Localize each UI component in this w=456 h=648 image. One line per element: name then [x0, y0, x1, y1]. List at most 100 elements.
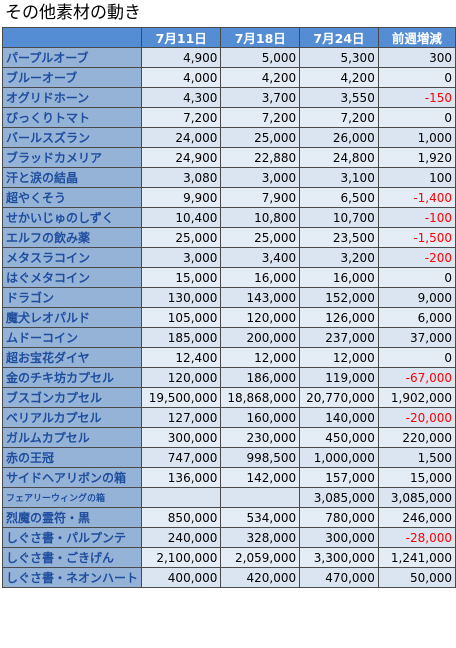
item-name-cell: バールスズラン [1, 127, 143, 148]
price-cell-date-2: 420,000 [220, 567, 301, 588]
weekly-change-cell: -200 [377, 247, 456, 268]
price-cell-date-3: 20,770,000 [299, 387, 379, 408]
item-name-cell: 汗と涙の結晶 [1, 167, 143, 188]
weekly-change-cell: 1,000 [377, 127, 456, 148]
price-cell-date-1: 24,900 [141, 147, 222, 168]
table-row: エルフの飲み薬 25,000 25,000 23,500 -1,500 [1, 227, 456, 248]
price-cell-date-3: 6,500 [299, 187, 379, 208]
price-cell-date-2: 143,000 [220, 287, 301, 308]
price-cell-date-2: 5,000 [220, 47, 301, 68]
price-cell-date-2 [220, 487, 301, 508]
weekly-change-cell: 0 [377, 347, 456, 368]
weekly-change-cell: -28,000 [377, 527, 456, 548]
price-cell-date-1: 127,000 [141, 407, 222, 428]
table-row: サイドヘアリボンの箱 136,000 142,000 157,000 15,000 [1, 467, 456, 488]
item-name-cell: エルフの飲み薬 [1, 227, 143, 248]
item-name-cell: しぐさ書・ネオンハート [1, 567, 143, 588]
weekly-change-cell: 0 [377, 267, 456, 288]
item-name-cell: せかいじゅのしずく [1, 207, 143, 228]
item-name-cell: 金のチキ坊カプセル [1, 367, 143, 388]
header-weekly-change: 前週増減 [377, 27, 456, 48]
price-cell-date-2: 25,000 [220, 227, 301, 248]
table-row: 烈魔の霊符・黒 850,000 534,000 780,000 246,000 [1, 507, 456, 528]
weekly-change-cell: 1,902,000 [377, 387, 456, 408]
price-cell-date-2: 328,000 [220, 527, 301, 548]
price-cell-date-3: 7,200 [299, 107, 379, 128]
weekly-change-cell: 246,000 [377, 507, 456, 528]
weekly-change-cell: 50,000 [377, 567, 456, 588]
table-row: 魔犬レオパルド 105,000 120,000 126,000 6,000 [1, 307, 456, 328]
price-cell-date-1: 4,900 [141, 47, 222, 68]
price-cell-date-3: 3,550 [299, 87, 379, 108]
price-cell-date-1: 2,100,000 [141, 547, 222, 568]
header-row: 7月11日 7月18日 7月24日 前週増減 [1, 27, 456, 48]
price-cell-date-1: 3,000 [141, 247, 222, 268]
table-row: フェアリーウィングの箱 3,085,000 3,085,000 [1, 487, 456, 508]
table-row: 超お宝花ダイヤ 12,400 12,000 12,000 0 [1, 347, 456, 368]
price-cell-date-2: 160,000 [220, 407, 301, 428]
item-name-cell: メタスラコイン [1, 247, 143, 268]
price-cell-date-1: 12,400 [141, 347, 222, 368]
weekly-change-cell: -67,000 [377, 367, 456, 388]
item-name-cell: 赤の王冠 [1, 447, 143, 468]
price-cell-date-3: 126,000 [299, 307, 379, 328]
table-row: ドラゴン 130,000 143,000 152,000 9,000 [1, 287, 456, 308]
price-cell-date-1: 4,300 [141, 87, 222, 108]
price-cell-date-1: 185,000 [141, 327, 222, 348]
price-cell-date-3: 24,800 [299, 147, 379, 168]
price-cell-date-3: 470,000 [299, 567, 379, 588]
price-cell-date-2: 7,900 [220, 187, 301, 208]
weekly-change-cell: 220,000 [377, 427, 456, 448]
price-cell-date-1: 4,000 [141, 67, 222, 88]
weekly-change-cell: 1,241,000 [377, 547, 456, 568]
weekly-change-cell: 100 [377, 167, 456, 188]
price-cell-date-2: 534,000 [220, 507, 301, 528]
item-name-cell: しぐさ書・パルプンテ [1, 527, 143, 548]
price-cell-date-2: 3,400 [220, 247, 301, 268]
price-cell-date-1: 850,000 [141, 507, 222, 528]
price-cell-date-2: 2,059,000 [220, 547, 301, 568]
table-row: 汗と涙の結晶 3,080 3,000 3,100 100 [1, 167, 456, 188]
weekly-change-cell: -100 [377, 207, 456, 228]
price-cell-date-3: 10,700 [299, 207, 379, 228]
item-name-cell: 魔犬レオパルド [1, 307, 143, 328]
price-cell-date-1: 300,000 [141, 427, 222, 448]
table-row: しぐさ書・パルプンテ 240,000 328,000 300,000 -28,000 [1, 527, 456, 548]
price-cell-date-3: 140,000 [299, 407, 379, 428]
price-cell-date-2: 22,880 [220, 147, 301, 168]
weekly-change-cell: 3,085,000 [377, 487, 456, 508]
price-cell-date-1: 136,000 [141, 467, 222, 488]
price-cell-date-3: 3,100 [299, 167, 379, 188]
table-row: 赤の王冠 747,000 998,500 1,000,000 1,500 [1, 447, 456, 468]
table-row: しぐさ書・ネオンハート 400,000 420,000 470,000 50,000 [1, 567, 456, 588]
price-cell-date-1: 105,000 [141, 307, 222, 328]
table-row: オグリドホーン 4,300 3,700 3,550 -150 [1, 87, 456, 108]
price-cell-date-2: 10,800 [220, 207, 301, 228]
price-cell-date-2: 186,000 [220, 367, 301, 388]
item-name-cell: ブルーオーブ [1, 67, 143, 88]
price-cell-date-3: 119,000 [299, 367, 379, 388]
price-cell-date-1: 19,500,000 [141, 387, 222, 408]
table-row: バールスズラン 24,000 25,000 26,000 1,000 [1, 127, 456, 148]
table-row: ガルムカプセル 300,000 230,000 450,000 220,000 [1, 427, 456, 448]
table-row: ムドーコイン 185,000 200,000 237,000 37,000 [1, 327, 456, 348]
table-row: パープルオーブ 4,900 5,000 5,300 300 [1, 47, 456, 68]
header-date-2: 7月18日 [220, 27, 301, 48]
table-row: びっくりトマト 7,200 7,200 7,200 0 [1, 107, 456, 128]
weekly-change-cell: 9,000 [377, 287, 456, 308]
price-table: 7月11日 7月18日 7月24日 前週増減 パープルオーブ 4,900 5,000… [1, 27, 456, 588]
item-name-cell: ムドーコイン [1, 327, 143, 348]
price-cell-date-1: 130,000 [141, 287, 222, 308]
price-cell-date-1: 240,000 [141, 527, 222, 548]
price-cell-date-2: 3,700 [220, 87, 301, 108]
price-cell-date-3: 16,000 [299, 267, 379, 288]
price-cell-date-2: 18,868,000 [220, 387, 301, 408]
price-cell-date-1: 400,000 [141, 567, 222, 588]
price-cell-date-3: 157,000 [299, 467, 379, 488]
price-cell-date-1: 10,400 [141, 207, 222, 228]
item-name-cell: ガルムカプセル [1, 427, 143, 448]
item-name-cell: びっくりトマト [1, 107, 143, 128]
price-cell-date-2: 4,200 [220, 67, 301, 88]
table-row: 超やくそう 9,900 7,900 6,500 -1,400 [1, 187, 456, 208]
item-name-cell: パープルオーブ [1, 47, 143, 68]
